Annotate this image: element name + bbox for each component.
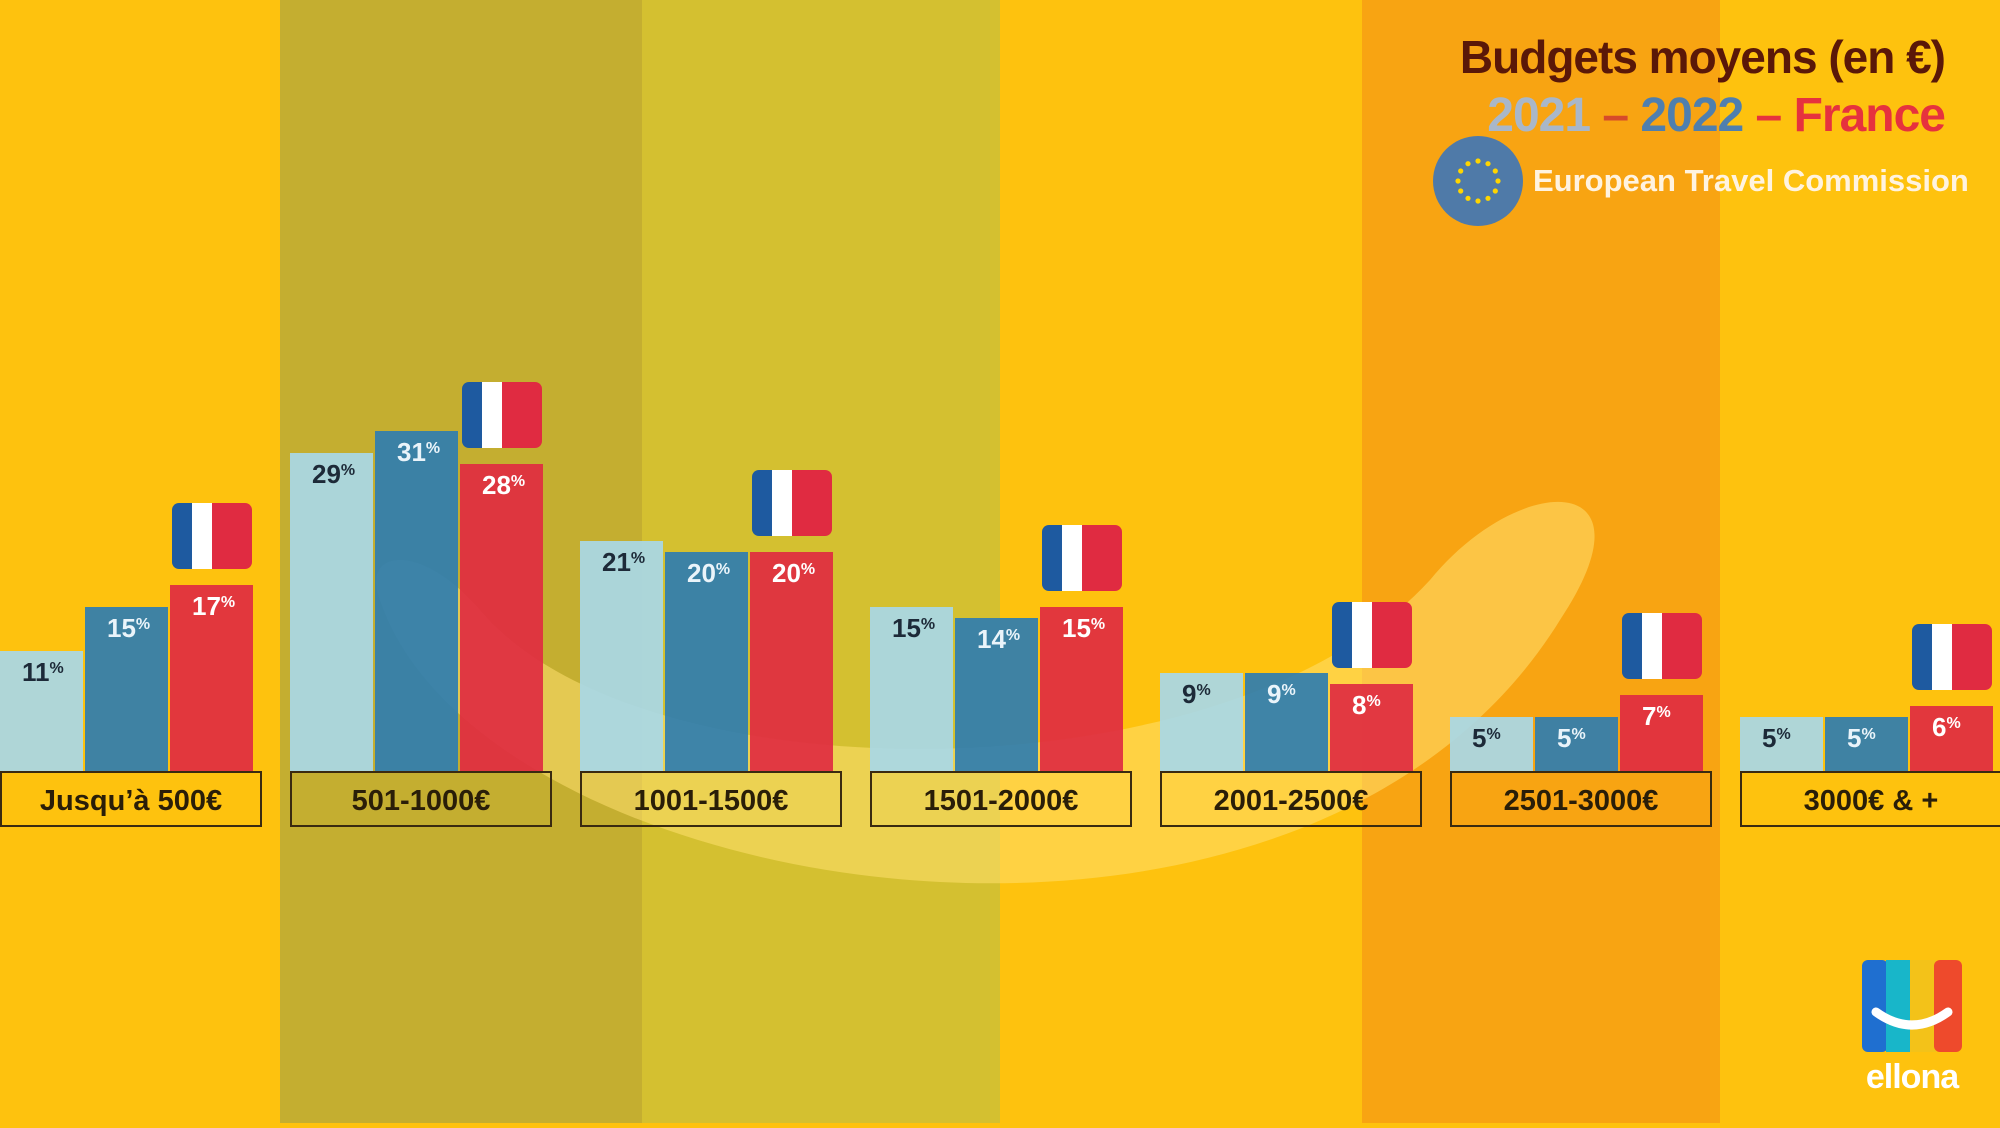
flag-stripe [1372,602,1386,668]
data-label: 17% [192,591,235,621]
data-label: 15% [892,613,935,643]
data-label: 6% [1932,712,1961,742]
bar-2021 [290,453,373,772]
separator: – [1755,89,1783,142]
category-label: 2501-3000€ [1504,785,1659,817]
decorative-swoosh [376,501,1595,884]
data-label: 20% [687,558,730,588]
data-label: 9% [1182,679,1211,709]
data-label: 9% [1267,679,1296,709]
data-label: 20% [772,558,815,588]
france-flag-icon [1332,602,1412,668]
bar-2021 [0,651,83,772]
bar-france [460,464,543,772]
bar-2021 [870,607,953,772]
category-label: 2001-2500€ [1214,785,1369,817]
france-flag-icon [1912,624,1992,690]
data-label: 15% [107,613,150,643]
data-label: 28% [482,470,525,500]
france-flag-icon [1042,525,1122,591]
category-box [1160,771,1422,827]
flag-stripe [1082,525,1096,591]
flag-stripe [1952,624,1966,690]
data-label: 15% [1062,613,1105,643]
bar-france [1330,684,1413,772]
category-box [0,771,262,827]
data-label: 14% [977,624,1020,654]
category-label: 1501-2000€ [924,785,1079,817]
country-label: France [1793,89,1946,142]
bar-france [1620,695,1703,772]
bars-layer: 11% 15% 17% 29% 31% 28% 21% 20% 20% 15% 14% 15% 9% 9%… [0,382,1993,772]
data-label: 8% [1352,690,1381,720]
bar-2022 [1825,717,1908,772]
logo-wordmark: ellona [1865,1058,1959,1096]
category-label: 3000€ & + [1804,785,1939,817]
category-box [580,771,842,827]
france-flag-icon [1622,613,1702,679]
year-2021-label: 2021 [1487,89,1591,142]
source: European Travel Commission [1433,136,1969,226]
data-label: 31% [397,437,440,467]
title-block: Budgets moyens (en €) 2021 – 2022 – Fran… [1459,30,1946,143]
bar-2022 [85,607,168,772]
bar-2022 [1535,717,1618,772]
data-label: 11% [22,657,64,687]
source-link[interactable]: European Travel Commission [1533,163,1969,198]
year-2022-label: 2022 [1640,89,1744,142]
category-box [1450,771,1712,827]
bar-2021 [1450,717,1533,772]
bar-2022 [665,552,748,772]
flag-stripe [502,382,516,448]
data-label: 5% [1762,723,1791,753]
bar-france [1910,706,1993,772]
flag-stripe [1662,613,1676,679]
data-label: 7% [1642,701,1671,731]
bar-2022 [375,431,458,772]
category-box [1740,771,2000,827]
data-label: 5% [1847,723,1876,753]
data-label: 21% [602,547,645,577]
chart-title: Budgets moyens (en €) [1459,31,1946,83]
category-box [290,771,552,827]
france-flag-icon [462,382,542,448]
category-label: Jusqu’à 500€ [40,785,222,817]
flag-stripe [212,503,226,569]
eu-stars-icon [1433,136,1523,226]
category-axis: Jusqu’à 500€ 501-1000€ 1001-1500€ 1501-2000… [0,771,2000,827]
category-label: 1001-1500€ [634,785,789,817]
category-label: 501-1000€ [352,785,491,817]
bar-2022 [955,618,1038,772]
subtitle: 2021 – 2022 – France [1460,88,1946,143]
bar-france [750,552,833,772]
ellona-logo-icon [1862,960,1962,1052]
data-label: 29% [312,459,355,489]
data-label: 5% [1557,723,1586,753]
separator: – [1602,89,1629,142]
bar-2021 [580,541,663,772]
bar-france [170,585,253,772]
flag-stripe [792,470,806,536]
bar-2021 [1740,717,1823,772]
bar-2022 [1245,673,1328,772]
data-label: 5% [1472,723,1501,753]
bar-2021 [1160,673,1243,772]
france-flag-icon [752,470,832,536]
bar-france [1040,607,1123,772]
france-flag-icon [172,503,252,569]
category-box [870,771,1132,827]
